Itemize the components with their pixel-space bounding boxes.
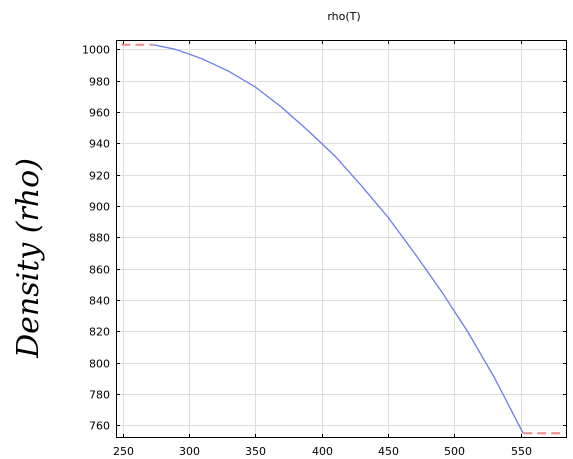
plot-frame bbox=[116, 40, 567, 438]
y-tick-label: 760 bbox=[89, 420, 110, 433]
y-axis-label: Density (rho) bbox=[11, 158, 46, 359]
axis-ticks bbox=[116, 40, 567, 438]
y-tick-label: 1000 bbox=[82, 44, 110, 57]
plot-lines bbox=[121, 43, 566, 435]
chart-title: rho(T) bbox=[327, 10, 360, 23]
x-tick-label: 500 bbox=[444, 445, 465, 458]
y-tick-label: 860 bbox=[89, 264, 110, 277]
x-tick-label: 350 bbox=[245, 445, 266, 458]
y-tick-label: 980 bbox=[89, 76, 110, 89]
x-tick-label: 450 bbox=[378, 445, 399, 458]
y-tick-label: 920 bbox=[89, 170, 110, 183]
x-tick-label: 250 bbox=[113, 445, 134, 458]
x-tick-label: 550 bbox=[511, 445, 532, 458]
y-tick-label: 900 bbox=[89, 201, 110, 214]
y-tick-label: 940 bbox=[89, 138, 110, 151]
grid bbox=[116, 40, 567, 438]
tick-labels: 250 300 350 400 450 500 550 760 780 800 820 840 860 8… bbox=[82, 44, 532, 459]
y-tick-label: 800 bbox=[89, 358, 110, 371]
y-tick-label: 960 bbox=[89, 107, 110, 120]
x-tick-label: 400 bbox=[312, 445, 333, 458]
x-tick-label: 300 bbox=[179, 445, 200, 458]
rho-curve bbox=[152, 44, 524, 434]
y-tick-label: 880 bbox=[89, 232, 110, 245]
y-tick-label: 840 bbox=[89, 295, 110, 308]
y-tick-label: 820 bbox=[89, 326, 110, 339]
y-tick-label: 780 bbox=[89, 389, 110, 402]
